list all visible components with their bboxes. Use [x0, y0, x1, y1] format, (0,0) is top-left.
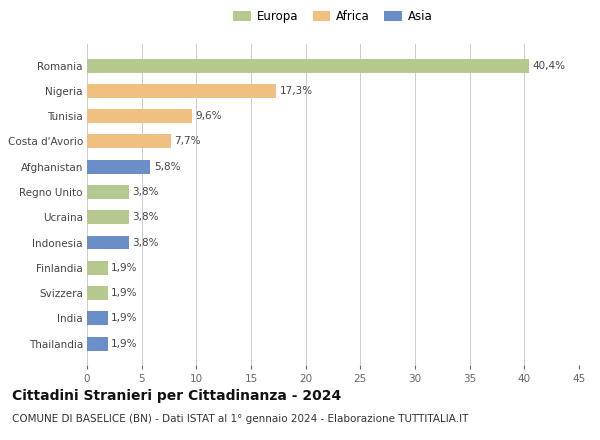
- Bar: [87, 185, 128, 199]
- Bar: [87, 337, 108, 351]
- Bar: [87, 59, 529, 73]
- Text: 1,9%: 1,9%: [111, 263, 137, 273]
- Text: 3,8%: 3,8%: [132, 238, 158, 248]
- Text: Cittadini Stranieri per Cittadinanza - 2024: Cittadini Stranieri per Cittadinanza - 2…: [12, 389, 341, 403]
- Text: 40,4%: 40,4%: [532, 61, 565, 70]
- Text: 9,6%: 9,6%: [195, 111, 222, 121]
- Bar: [87, 84, 276, 98]
- Bar: [87, 109, 192, 123]
- Bar: [87, 286, 108, 300]
- Text: 5,8%: 5,8%: [154, 161, 180, 172]
- Text: 1,9%: 1,9%: [111, 288, 137, 298]
- Bar: [87, 312, 108, 325]
- Bar: [87, 135, 171, 148]
- Text: 1,9%: 1,9%: [111, 313, 137, 323]
- Text: 17,3%: 17,3%: [280, 86, 313, 96]
- Bar: [87, 235, 128, 249]
- Bar: [87, 210, 128, 224]
- Legend: Europa, Africa, Asia: Europa, Africa, Asia: [231, 7, 435, 25]
- Text: 7,7%: 7,7%: [175, 136, 201, 147]
- Text: 3,8%: 3,8%: [132, 187, 158, 197]
- Bar: [87, 261, 108, 275]
- Text: COMUNE DI BASELICE (BN) - Dati ISTAT al 1° gennaio 2024 - Elaborazione TUTTITALI: COMUNE DI BASELICE (BN) - Dati ISTAT al …: [12, 414, 469, 424]
- Text: 1,9%: 1,9%: [111, 339, 137, 348]
- Text: 3,8%: 3,8%: [132, 212, 158, 222]
- Bar: [87, 160, 151, 174]
